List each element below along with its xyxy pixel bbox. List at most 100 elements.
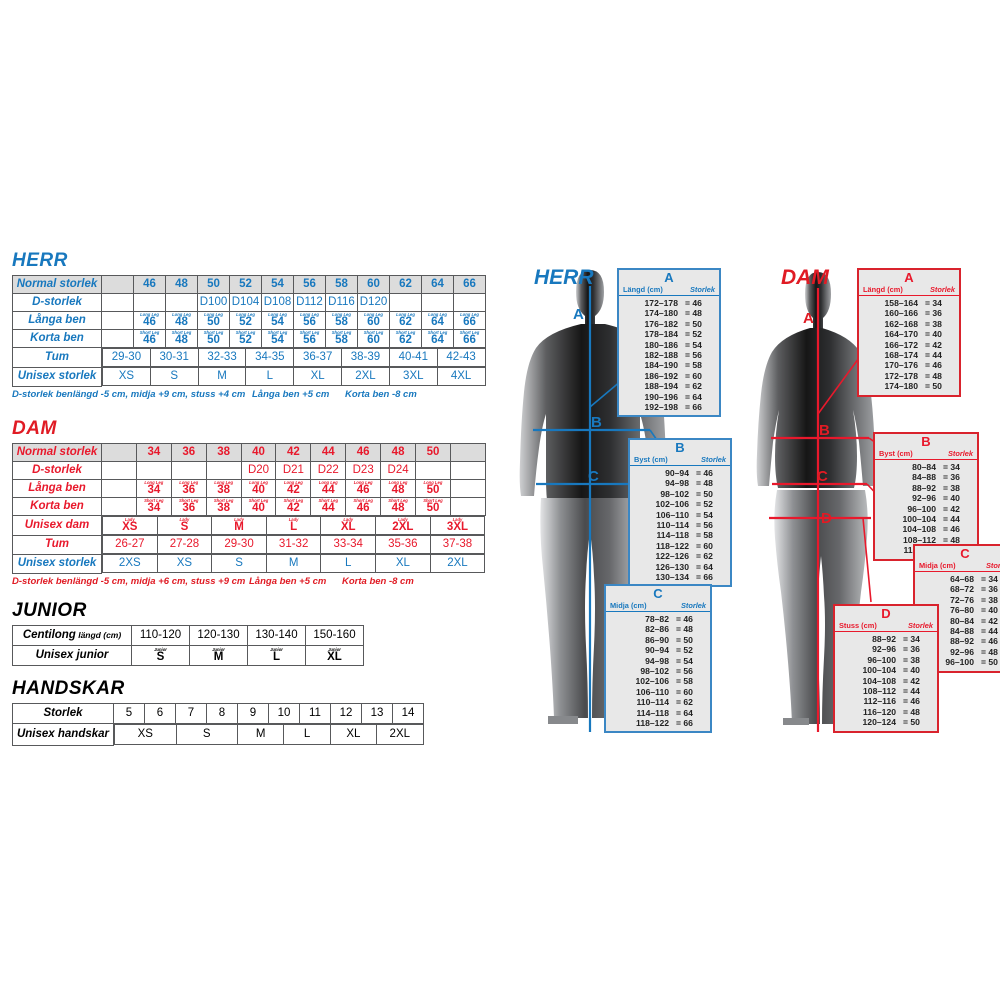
spanned-cell-container: XS S M L XL 2XL xyxy=(114,724,424,745)
measurement-col-header-unit: Längd (cm) xyxy=(623,285,663,294)
table-cell: Junior L xyxy=(247,645,306,666)
table-cell: Long Leg 64 xyxy=(421,311,454,330)
table-cell: 64 xyxy=(421,275,454,294)
cell-value: 44 xyxy=(321,484,335,497)
cell-value: 52 xyxy=(239,334,252,347)
table-cell: 52 xyxy=(229,275,262,294)
measurement-size: = 38 xyxy=(903,654,920,665)
measurement-row: 96–100 = 42 xyxy=(879,504,973,514)
table-cell-empty xyxy=(421,293,454,312)
cell-tag: Long Leg xyxy=(283,479,303,485)
measurement-row: 88–92 = 46 xyxy=(919,636,1000,646)
table-cell: 36-37 xyxy=(293,348,343,367)
table-cell-empty xyxy=(453,293,486,312)
measurement-col-headers: Stuss (cm) Storlek xyxy=(835,621,937,632)
measurement-row: 190–196 = 64 xyxy=(623,392,715,402)
measurement-range: 98–102 xyxy=(640,666,669,677)
table-cell: Lady L xyxy=(265,516,322,535)
measurement-range: 118–122 xyxy=(656,540,689,551)
table-cell: Short Leg 64 xyxy=(421,329,454,348)
table-cell: Short Leg 42 xyxy=(275,497,312,516)
measurement-row: 184–190 = 58 xyxy=(623,360,715,370)
dam-footnotes: D-storlek benlängd -5 cm, midja +6 cm, s… xyxy=(12,576,486,592)
measurement-row: 118–122 = 66 xyxy=(610,718,706,728)
cell-value: 54 xyxy=(271,334,284,347)
table-cell: Short Leg 48 xyxy=(165,329,198,348)
measurement-range: 82–86 xyxy=(645,624,669,635)
handskar-row-unisex: Unisex handskar XS S M L XL 2XL xyxy=(12,723,424,746)
measurement-range: 112–116 xyxy=(863,696,896,707)
table-cell: Short Leg 50 xyxy=(197,329,230,348)
measurement-col-header-size: Storlek xyxy=(985,561,1000,570)
cell-tag: Short Leg xyxy=(363,329,384,335)
measurement-size: = 40 xyxy=(943,493,960,504)
cell-value: 58 xyxy=(335,334,348,347)
table-cell: Long Leg 46 xyxy=(133,311,166,330)
measurement-range: 90–94 xyxy=(645,645,669,656)
table-cell: 12 xyxy=(330,703,362,724)
row-label: Normal storlek xyxy=(12,275,102,294)
herr-point-c-label: C xyxy=(588,468,599,485)
measurement-size: = 60 xyxy=(676,686,693,697)
table-cell: D112 xyxy=(293,293,326,312)
measurement-range: 166–172 xyxy=(884,339,918,350)
cell-value: 36 xyxy=(182,484,196,497)
measurement-range: 176–182 xyxy=(644,318,678,329)
table-cell: Junior XL xyxy=(305,645,364,666)
measurement-range: 100–104 xyxy=(862,665,896,676)
measurement-size: = 48 xyxy=(696,478,713,489)
table-cell: M xyxy=(197,367,247,386)
measurement-row: 68–72 = 36 xyxy=(919,584,1000,594)
table-cell: 54 xyxy=(261,275,294,294)
table-cell: D100 xyxy=(197,293,230,312)
measurement-row: 90–94 = 52 xyxy=(610,645,706,655)
table-cell: Long Leg 50 xyxy=(415,479,451,498)
dam-point-d-label: D xyxy=(821,510,832,527)
measurement-range: 130–134 xyxy=(655,572,689,583)
measurement-row: 174–180 = 48 xyxy=(623,308,715,318)
cell-value: 66 xyxy=(463,316,476,329)
measurement-row: 176–182 = 50 xyxy=(623,319,715,329)
table-cell: Short Leg 38 xyxy=(205,497,242,516)
cell-tag: Lady xyxy=(343,516,354,522)
measurement-box-letter: B xyxy=(921,434,931,449)
measurement-col-header-unit: Byst (cm) xyxy=(634,455,668,464)
junior-label-sub: längd (cm) xyxy=(75,630,122,641)
table-cell-empty xyxy=(101,311,134,330)
dam-footnote-3: Korta ben -8 cm xyxy=(342,575,414,587)
dam-measurement-box-b: B Byst (cm) Storlek 80–84 = 34 84–88 = 36 88–92… xyxy=(873,432,979,561)
measurement-range: 172–178 xyxy=(644,298,678,308)
measurement-range: 94–98 xyxy=(645,655,669,666)
herr-footnotes: D-storlek benlängd -5 cm, midja +9 cm, s… xyxy=(12,389,486,405)
cell-tag: Short Leg xyxy=(331,329,352,335)
measurement-size: = 64 xyxy=(685,391,702,402)
measurement-row: 108–112 = 44 xyxy=(839,686,933,696)
measurement-row: 64–68 = 34 xyxy=(919,574,1000,584)
cell-value: 64 xyxy=(431,334,444,347)
table-cell: D20 xyxy=(240,461,277,480)
table-cell: XS xyxy=(102,367,151,386)
cell-value: 50 xyxy=(207,334,220,347)
measurement-size: = 48 xyxy=(676,624,693,635)
table-cell: Short Leg 66 xyxy=(453,329,486,348)
cell-tag: Long Leg xyxy=(423,479,443,485)
measurement-range: 108–112 xyxy=(863,686,896,697)
table-cell: 32-33 xyxy=(197,348,247,367)
herr-title: HERR xyxy=(12,250,68,271)
measurement-range: 88–92 xyxy=(912,482,936,493)
measurement-col-header-unit: Stuss (cm) xyxy=(839,621,877,630)
measurement-box-letter: C xyxy=(653,586,663,601)
row-label: Långa ben xyxy=(12,311,102,330)
herr-row-korta-ben: Korta ben Short Leg 46 Short Leg 48 Short Le… xyxy=(12,329,486,348)
measurement-row: 94–98 = 54 xyxy=(610,656,706,666)
row-label: Centilong längd (cm) xyxy=(12,625,132,646)
measurement-size: = 42 xyxy=(903,675,920,686)
cell-value: 34 xyxy=(147,502,161,515)
cell-value: 54 xyxy=(271,316,284,329)
table-cell-empty xyxy=(101,479,137,498)
measurement-size: = 44 xyxy=(903,686,920,697)
table-cell-empty xyxy=(449,461,486,480)
cell-value: 62 xyxy=(399,334,412,347)
measurement-size: = 34 xyxy=(943,462,960,472)
measurement-size: = 54 xyxy=(685,339,702,350)
